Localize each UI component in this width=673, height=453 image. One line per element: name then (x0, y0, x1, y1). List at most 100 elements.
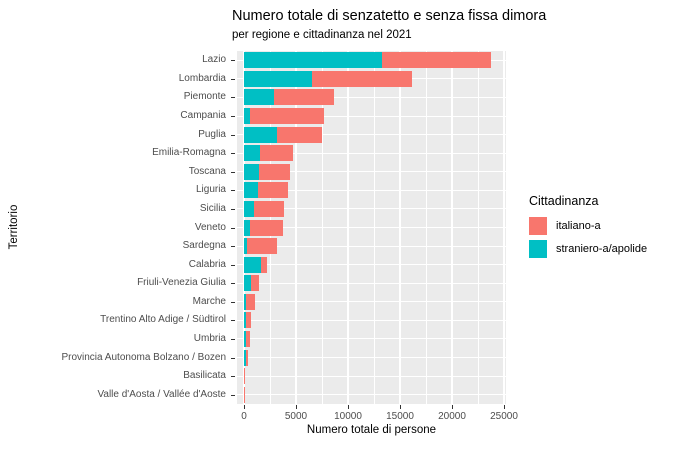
y-axis-label: Lazio (202, 54, 226, 66)
y-axis-label: Sicilia (199, 202, 226, 214)
bar-segment-straniero-a-apolide (244, 200, 254, 217)
gridline-vertical-major (347, 51, 349, 404)
x-axis-label: 15000 (386, 411, 414, 422)
x-axis-label: 10000 (334, 411, 362, 422)
gridline-horizontal (237, 189, 506, 191)
gridline-vertical-minor (426, 51, 427, 404)
bar-segment-italiano-a (251, 275, 260, 292)
x-tick-mark (296, 405, 297, 409)
gridline-horizontal (237, 227, 506, 228)
bar-segment-italiano-a (274, 89, 334, 106)
bar-segment-italiano-a (246, 349, 248, 366)
bar-segment-straniero-a-apolide (244, 330, 246, 347)
y-tick-mark (231, 134, 235, 136)
y-tick-mark (231, 190, 235, 192)
legend-title: Cittadinanza (529, 194, 599, 208)
y-axis-label: Marche (192, 295, 226, 307)
gridline-horizontal (237, 264, 506, 266)
bar-segment-italiano-a (253, 200, 285, 217)
y-axis-label: Trentino Alto Adige / Südtirol (100, 314, 226, 326)
plot-panel (237, 51, 506, 404)
bar-segment-italiano-a (261, 256, 268, 273)
x-axis-label: 0 (241, 411, 247, 422)
y-tick-mark (231, 60, 235, 62)
y-tick-mark (231, 320, 235, 322)
bar-segment-straniero-a-apolide (244, 275, 252, 292)
legend-key-swatch (529, 217, 547, 235)
x-tick-mark (348, 405, 349, 409)
bar-segment-italiano-a (245, 293, 256, 310)
legend-key-swatch (529, 240, 547, 258)
gridline-horizontal (237, 394, 506, 396)
gridline-horizontal (237, 115, 506, 117)
bar-segment-straniero-a-apolide (244, 293, 246, 310)
y-tick-mark (231, 394, 235, 396)
x-axis-title: Numero totale di persone (306, 424, 437, 436)
gridline-horizontal (237, 319, 506, 321)
bar-segment-italiano-a (246, 312, 251, 329)
legend-item-label: italiano-a (556, 220, 601, 232)
x-axis-label: 20000 (438, 411, 466, 422)
gridline-horizontal (237, 338, 506, 340)
x-tick-mark (400, 405, 401, 409)
y-axis-label: Toscana (188, 165, 226, 177)
bar-segment-italiano-a (258, 163, 290, 180)
gridline-horizontal (237, 282, 506, 284)
gridline-horizontal (237, 171, 506, 173)
y-tick-mark (231, 357, 235, 359)
gridline-vertical-major (399, 51, 401, 404)
y-axis-label: Friuli-Venezia Giulia (137, 277, 226, 289)
legend-item: italiano-a (529, 217, 647, 235)
bar-segment-straniero-a-apolide (244, 126, 277, 143)
x-tick-mark (504, 405, 505, 409)
gridline-horizontal (237, 245, 506, 247)
bar-segment-italiano-a (244, 368, 246, 385)
bar-segment-straniero-a-apolide (244, 219, 251, 236)
y-axis-label: Piemonte (183, 91, 226, 103)
y-tick-mark (231, 338, 235, 340)
y-tick-mark (231, 227, 235, 229)
y-tick-mark (231, 97, 235, 99)
y-axis-label: Sardegna (182, 240, 226, 252)
gridline-vertical-minor (374, 51, 375, 404)
y-axis-label: Liguria (195, 184, 226, 196)
gridline-horizontal (237, 301, 506, 303)
gridline-vertical-minor (322, 51, 323, 404)
legend-items: italiano-a straniero-a/apolide (529, 217, 647, 258)
y-tick-mark (231, 208, 235, 210)
gridline-vertical-major (295, 51, 297, 404)
bar-segment-straniero-a-apolide (244, 349, 247, 366)
chart-title: Numero totale di senzatetto e senza fiss… (232, 8, 547, 24)
bar-segment-straniero-a-apolide (244, 256, 262, 273)
x-axis-label: 5000 (284, 411, 308, 422)
y-tick-mark (231, 246, 235, 248)
bar-segment-italiano-a (276, 126, 322, 143)
gridline-horizontal (237, 357, 506, 359)
gridline-vertical-major (503, 51, 505, 404)
y-axis-label: Basilicata (183, 370, 226, 382)
y-axis-label: Valle d'Aosta / Vallée d'Aoste (97, 388, 226, 400)
y-tick-mark (231, 153, 235, 155)
y-axis-label: Emilia-Romagna (152, 147, 226, 159)
y-axis-label: Provincia Autonoma Bolzano / Bozen (61, 351, 226, 363)
legend-item: straniero-a/apolide (529, 240, 647, 258)
bar-segment-italiano-a (260, 145, 294, 162)
y-tick-mark (231, 116, 235, 118)
gridline-horizontal (237, 375, 506, 377)
bar-segment-italiano-a (257, 182, 288, 199)
legend: Cittadinanza italiano-a straniero-a/apoli… (529, 194, 647, 263)
bar-segment-italiano-a (381, 52, 491, 69)
bar-segment-italiano-a (245, 330, 251, 347)
x-axis-label: 25000 (490, 411, 518, 422)
chart-subtitle: per regione e cittadinanza nel 2021 (232, 29, 412, 41)
bar-segment-straniero-a-apolide (244, 182, 258, 199)
gridline-horizontal (237, 152, 506, 154)
legend-item-label: straniero-a/apolide (556, 243, 648, 255)
bar-segment-italiano-a (312, 70, 412, 87)
gridline-horizontal (237, 134, 506, 136)
y-axis-label: Campania (180, 110, 226, 122)
bar-segment-straniero-a-apolide (244, 145, 261, 162)
y-axis-label: Calabria (188, 258, 226, 270)
gridline-horizontal (237, 96, 506, 98)
